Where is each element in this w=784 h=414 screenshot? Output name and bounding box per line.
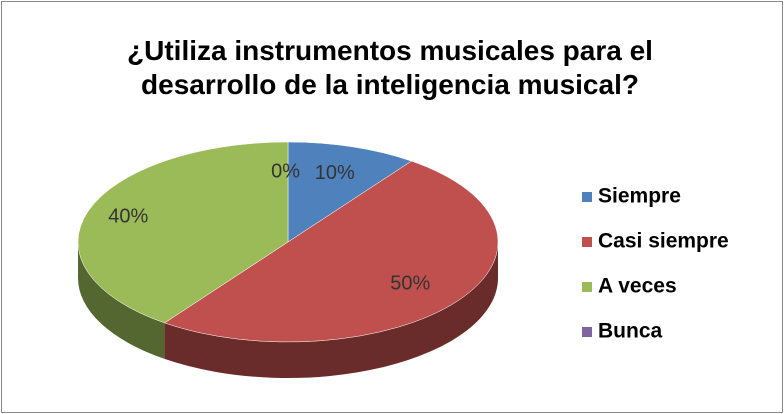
slice: [164, 160, 499, 343]
slice-side: [78, 242, 165, 359]
slice: [77, 141, 289, 324]
legend-label: Casi siempre: [598, 230, 729, 253]
legend-label: Siempre: [598, 185, 681, 208]
data-label: 0%: [271, 160, 300, 182]
legend-swatch: [582, 282, 592, 292]
legend-swatch: [582, 237, 592, 247]
slice-side: [164, 242, 498, 379]
data-label: 40%: [108, 206, 148, 228]
legend-swatch: [582, 327, 592, 337]
data-label: 10%: [315, 162, 355, 184]
data-label: 50%: [390, 273, 430, 295]
legend-label: Bunca: [598, 320, 663, 343]
legend-swatch: [582, 192, 592, 202]
legend-label: A veces: [598, 275, 677, 298]
slice: [287, 141, 412, 243]
chart-title: ¿Utiliza instrumentos musicales para el …: [127, 35, 653, 100]
